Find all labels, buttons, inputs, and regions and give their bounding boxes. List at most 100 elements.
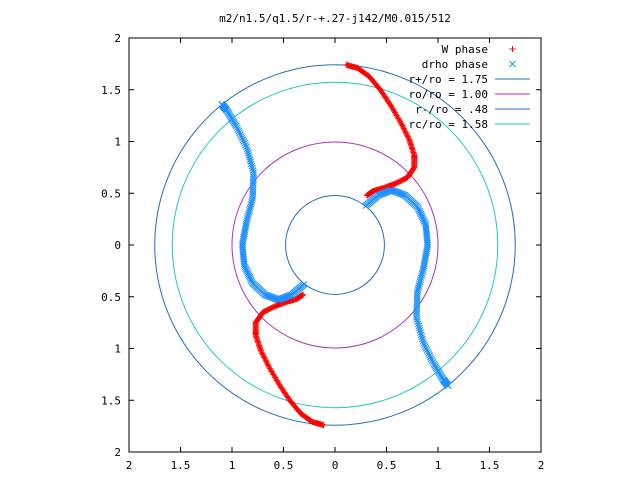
- y-tick-label: 0.5: [101, 291, 121, 304]
- data-point: [417, 329, 424, 336]
- data-point: [218, 100, 226, 108]
- y-tick-label: 0: [114, 239, 121, 252]
- data-point: [402, 128, 409, 135]
- data-point: [241, 139, 249, 147]
- data-point: [413, 316, 421, 323]
- x-tick-label: 1: [435, 459, 442, 472]
- legend-label: W phase: [442, 43, 488, 56]
- data-point: [404, 132, 411, 139]
- data-point: [416, 327, 424, 334]
- data-point: [418, 272, 425, 280]
- data-point: [237, 132, 245, 140]
- data-point: [245, 151, 253, 159]
- data-point: [418, 333, 426, 341]
- data-point: [259, 351, 266, 358]
- data-point: [249, 167, 257, 174]
- data-point: [258, 348, 265, 355]
- data-point: [425, 350, 433, 358]
- data-point: [420, 339, 427, 347]
- data-point: [416, 278, 424, 286]
- data-point: [399, 124, 406, 131]
- data-point: [444, 382, 452, 390]
- chart-title: m2/n1.5/q1.5/r-+.27-j142/M0.015/512: [219, 12, 451, 25]
- legend-marker: [509, 60, 516, 68]
- legend-label: r+/ro = 1.75: [409, 73, 488, 86]
- data-point: [237, 131, 244, 138]
- data-point: [419, 337, 427, 345]
- data-point: [423, 346, 431, 354]
- series-0: [252, 61, 418, 429]
- data-point: [405, 135, 412, 142]
- data-point: [261, 354, 268, 361]
- x-tick-label: 2: [538, 459, 545, 472]
- y-tick-label: 2: [114, 446, 121, 459]
- data-point: [419, 268, 426, 276]
- data-point: [243, 218, 250, 226]
- y-tick-label: 0.5: [101, 187, 121, 200]
- data-point: [244, 214, 251, 222]
- data-series: [218, 61, 452, 429]
- x-tick-label: 0.5: [377, 459, 397, 472]
- data-point: [401, 126, 408, 133]
- data-point: [417, 274, 425, 282]
- data-point: [265, 362, 272, 369]
- data-point: [402, 129, 409, 136]
- data-point: [427, 355, 435, 363]
- data-point: [413, 314, 420, 321]
- data-point: [236, 129, 243, 137]
- data-point: [263, 358, 270, 365]
- data-point: [243, 216, 251, 224]
- reference-circle: [154, 64, 516, 426]
- reference-circles: [154, 64, 516, 426]
- data-point: [245, 208, 253, 216]
- y-tick-label: 1.5: [101, 394, 121, 407]
- data-point: [416, 280, 423, 287]
- legend: W phase drho phase r+/ro = 1.75 ro/ro = 1.0…: [409, 43, 530, 131]
- data-point: [243, 145, 251, 153]
- data-point: [249, 164, 256, 172]
- data-point: [264, 361, 271, 368]
- x-tick-label: 1: [229, 459, 236, 472]
- legend-label: drho phase: [422, 58, 488, 71]
- x-tick-label: 2: [126, 459, 133, 472]
- y-tick-label: 1: [114, 343, 121, 356]
- data-point: [239, 136, 247, 144]
- data-point: [403, 130, 410, 137]
- data-point: [234, 126, 242, 133]
- data-point: [418, 270, 426, 278]
- data-point: [419, 266, 427, 274]
- data-point: [300, 291, 307, 298]
- data-point: [427, 353, 434, 361]
- y-tick-label: 1.5: [101, 84, 121, 97]
- data-point: [247, 203, 254, 210]
- data-point: [247, 201, 255, 208]
- data-point: [419, 335, 426, 343]
- y-tick-label: 2: [114, 32, 121, 45]
- data-point: [266, 364, 273, 371]
- data-point: [245, 210, 252, 218]
- data-point: [235, 127, 243, 135]
- series-1: [218, 100, 452, 390]
- data-point: [246, 156, 254, 163]
- legend-marker: [509, 46, 516, 52]
- data-point: [238, 134, 246, 142]
- data-point: [250, 169, 257, 176]
- data-point: [421, 343, 429, 351]
- data-point: [246, 154, 253, 161]
- data-point: [259, 350, 266, 357]
- reference-circle: [285, 195, 385, 295]
- data-point: [414, 320, 422, 328]
- data-point: [246, 204, 254, 212]
- data-point: [399, 122, 406, 129]
- data-point: [246, 206, 253, 214]
- data-point: [420, 264, 427, 272]
- data-point: [400, 125, 407, 132]
- data-point: [414, 318, 421, 326]
- data-point: [261, 355, 268, 362]
- y-tick-label: 1: [114, 136, 121, 149]
- data-point: [398, 121, 405, 128]
- x-tick-label: 0.5: [274, 459, 294, 472]
- x-tick-label: 1.5: [171, 459, 191, 472]
- data-point: [415, 284, 422, 291]
